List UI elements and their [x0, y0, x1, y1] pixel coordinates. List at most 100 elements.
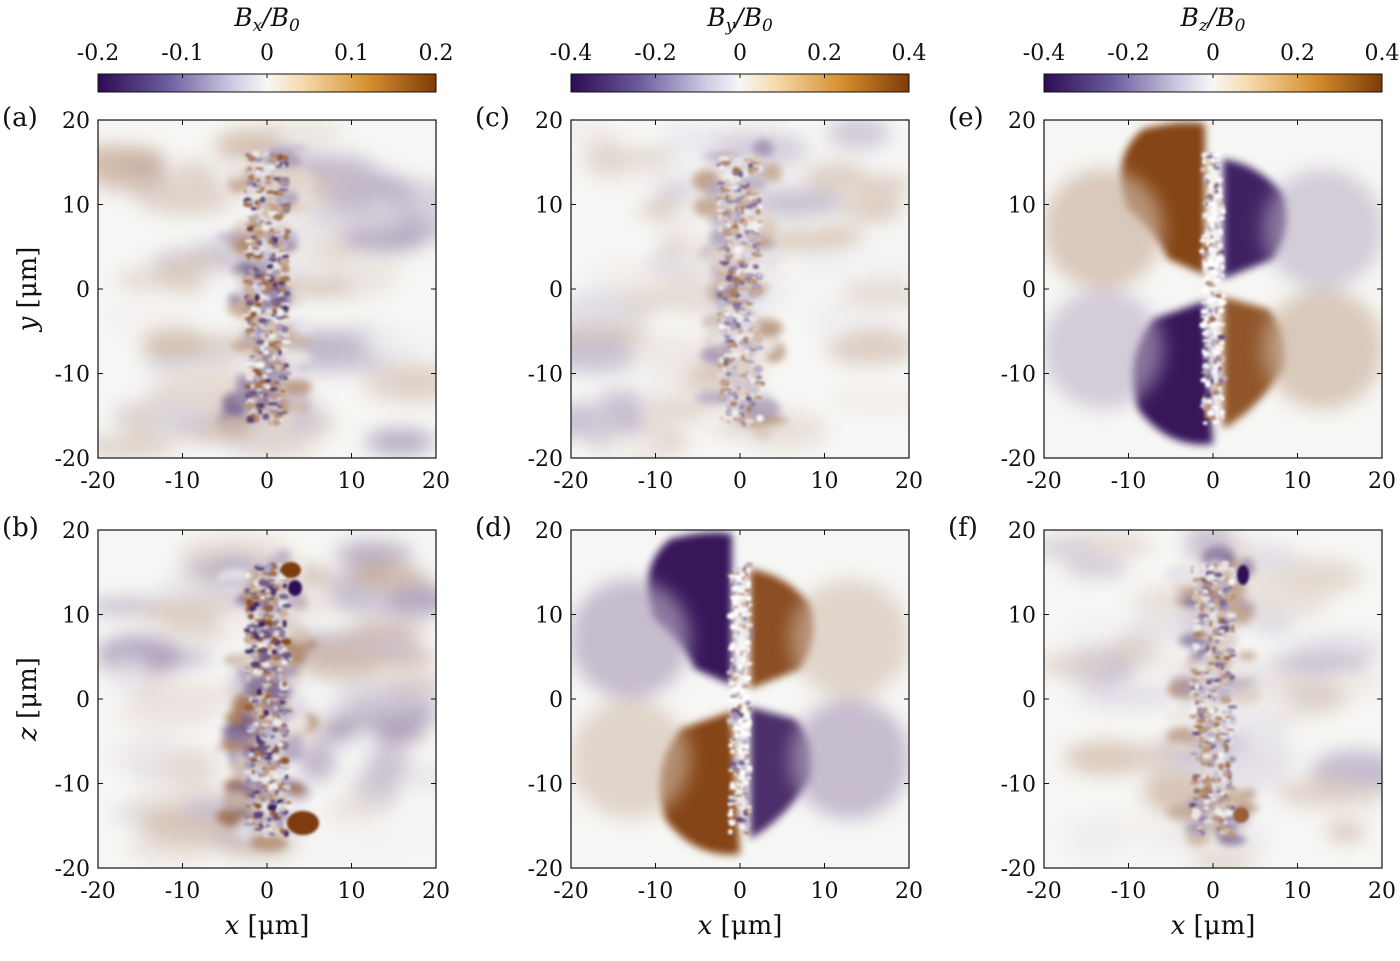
y-tick-label: 20 — [1008, 519, 1036, 544]
x-tick-label: -10 — [1111, 879, 1146, 904]
y-tick-label: 20 — [535, 519, 563, 544]
colorbar-tick-label: 0.2 — [807, 41, 842, 66]
panel-a: -20 -10 0 10 20 20 10 0 -10 -20 (a) y [μm] — [2, 103, 450, 494]
colorbar-tick-label: -0.2 — [77, 41, 119, 66]
heatmap — [1044, 120, 1382, 458]
y-tick-label: 20 — [62, 109, 90, 134]
y-tick-label: -10 — [1001, 363, 1036, 388]
colorbar-bz: Bz/B0 -0.4 -0.2 0 0.2 0.4 — [1023, 3, 1400, 93]
colorbar-tick-label: -0.1 — [161, 41, 203, 66]
x-tick-label: 20 — [1368, 879, 1396, 904]
y-tick-label: 0 — [549, 278, 563, 303]
colorbar-tick-label: 0 — [733, 41, 747, 66]
y-tick-label: -20 — [55, 857, 90, 882]
x-axis-label: x [μm] — [1171, 911, 1256, 941]
filament-field — [1188, 560, 1238, 838]
y-tick-label: 0 — [549, 688, 563, 713]
heatmap — [571, 530, 909, 868]
edge-blobs — [1233, 565, 1249, 823]
x-tick-label: 0 — [1206, 879, 1220, 904]
y-tick-label: 10 — [1008, 194, 1036, 219]
x-tick-label: -20 — [80, 879, 115, 904]
y-tick-label: 10 — [62, 194, 90, 219]
x-axis-label: x [μm] — [225, 911, 310, 941]
colorbar-tick-label: -0.2 — [634, 41, 676, 66]
x-tick-label: -20 — [553, 469, 588, 494]
panel-tag: (f) — [948, 513, 978, 543]
y-tick-label: -10 — [528, 363, 563, 388]
colorbar-tick-label: -0.2 — [1107, 41, 1149, 66]
colorbar-title: By/B0 — [706, 3, 773, 36]
colorbar-tick-label: 0.2 — [419, 41, 454, 66]
colorbar-tick-label: 0.2 — [1280, 41, 1315, 66]
x-tick-label: 0 — [733, 879, 747, 904]
colorbar-tick-label: 0 — [260, 41, 274, 66]
y-tick-label: 20 — [62, 519, 90, 544]
y-tick-label: 10 — [62, 604, 90, 629]
x-tick-label: -10 — [1111, 469, 1146, 494]
colorbar-tick-label: -0.4 — [1023, 41, 1065, 66]
filament-field — [241, 560, 293, 838]
y-tick-label: -10 — [1001, 773, 1036, 798]
y-tick-label: -10 — [528, 773, 563, 798]
x-tick-label: 10 — [338, 469, 366, 494]
colorbar-by: By/B0 -0.4 -0.2 0 0.2 0.4 — [550, 3, 927, 93]
y-tick-label: -10 — [55, 773, 90, 798]
x-tick-label: -10 — [165, 469, 200, 494]
x-tick-label: 0 — [733, 469, 747, 494]
panel-f: -20 -10 0 10 20 20 10 0 -10 -20 (f) x [μm] — [948, 513, 1396, 941]
colorbar-tick-label: -0.4 — [550, 41, 592, 66]
x-tick-label: 10 — [338, 879, 366, 904]
channel-speckle — [1199, 152, 1228, 425]
panel-c: -20 -10 0 10 20 20 10 0 -10 -20 (c) — [475, 103, 923, 494]
colorbar-tick-label: 0 — [1206, 41, 1220, 66]
heatmap — [98, 120, 436, 458]
y-tick-label: -10 — [55, 363, 90, 388]
y-axis-label: z [μm] — [13, 657, 43, 742]
x-tick-label: 0 — [260, 879, 274, 904]
panels: -20 -10 0 10 20 20 10 0 -10 -20 (a) y [μm] -20 -10 0 10… — [2, 103, 1396, 941]
y-tick-label: -20 — [528, 857, 563, 882]
x-tick-label: 20 — [1368, 469, 1396, 494]
x-tick-label: 10 — [1284, 879, 1312, 904]
x-tick-label: 10 — [811, 879, 839, 904]
y-tick-label: -20 — [55, 447, 90, 472]
x-tick-label: -10 — [165, 879, 200, 904]
heatmap — [98, 530, 436, 868]
filament-field — [715, 152, 766, 427]
y-tick-label: -20 — [528, 447, 563, 472]
x-axis-label: x [μm] — [698, 911, 783, 941]
edge-blobs — [281, 562, 319, 835]
quadrupole-halo — [571, 579, 909, 819]
colorbar-tick-label: 0.4 — [892, 41, 927, 66]
colorbar-tick-label: 0.1 — [334, 41, 369, 66]
y-axis-label: y [μm] — [13, 247, 43, 333]
y-tick-label: 0 — [1022, 688, 1036, 713]
y-tick-label: 20 — [1008, 109, 1036, 134]
panel-tag: (e) — [948, 103, 984, 133]
panel-tag: (c) — [475, 103, 510, 133]
x-tick-label: 20 — [422, 879, 450, 904]
y-tick-label: 0 — [76, 688, 90, 713]
x-tick-label: 10 — [1284, 469, 1312, 494]
panel-e: -20 -10 0 10 20 20 10 0 -10 -20 (e) — [948, 103, 1396, 494]
y-tick-label: 20 — [535, 109, 563, 134]
colorbar-title: Bz/B0 — [1180, 3, 1246, 36]
x-tick-label: 10 — [811, 469, 839, 494]
y-tick-label: 10 — [1008, 604, 1036, 629]
x-tick-label: -20 — [1026, 469, 1061, 494]
heatmap — [1044, 530, 1382, 868]
x-tick-label: -20 — [553, 879, 588, 904]
colorbar-title: Bx/B0 — [233, 3, 300, 36]
heatmap — [571, 120, 909, 458]
colorbar-bx: Bx/B0 -0.2 -0.1 0 0.1 0.2 — [77, 3, 454, 93]
x-tick-label: 0 — [1206, 469, 1220, 494]
y-tick-label: 10 — [535, 604, 563, 629]
y-tick-label: 0 — [1022, 278, 1036, 303]
broad-field — [1044, 530, 1382, 868]
panel-b: -20 -10 0 10 20 20 10 0 -10 -20 (b) z [μm] x [μm] — [2, 513, 450, 941]
x-tick-label: -10 — [638, 469, 673, 494]
channel-speckle — [726, 562, 755, 835]
y-tick-label: -20 — [1001, 447, 1036, 472]
